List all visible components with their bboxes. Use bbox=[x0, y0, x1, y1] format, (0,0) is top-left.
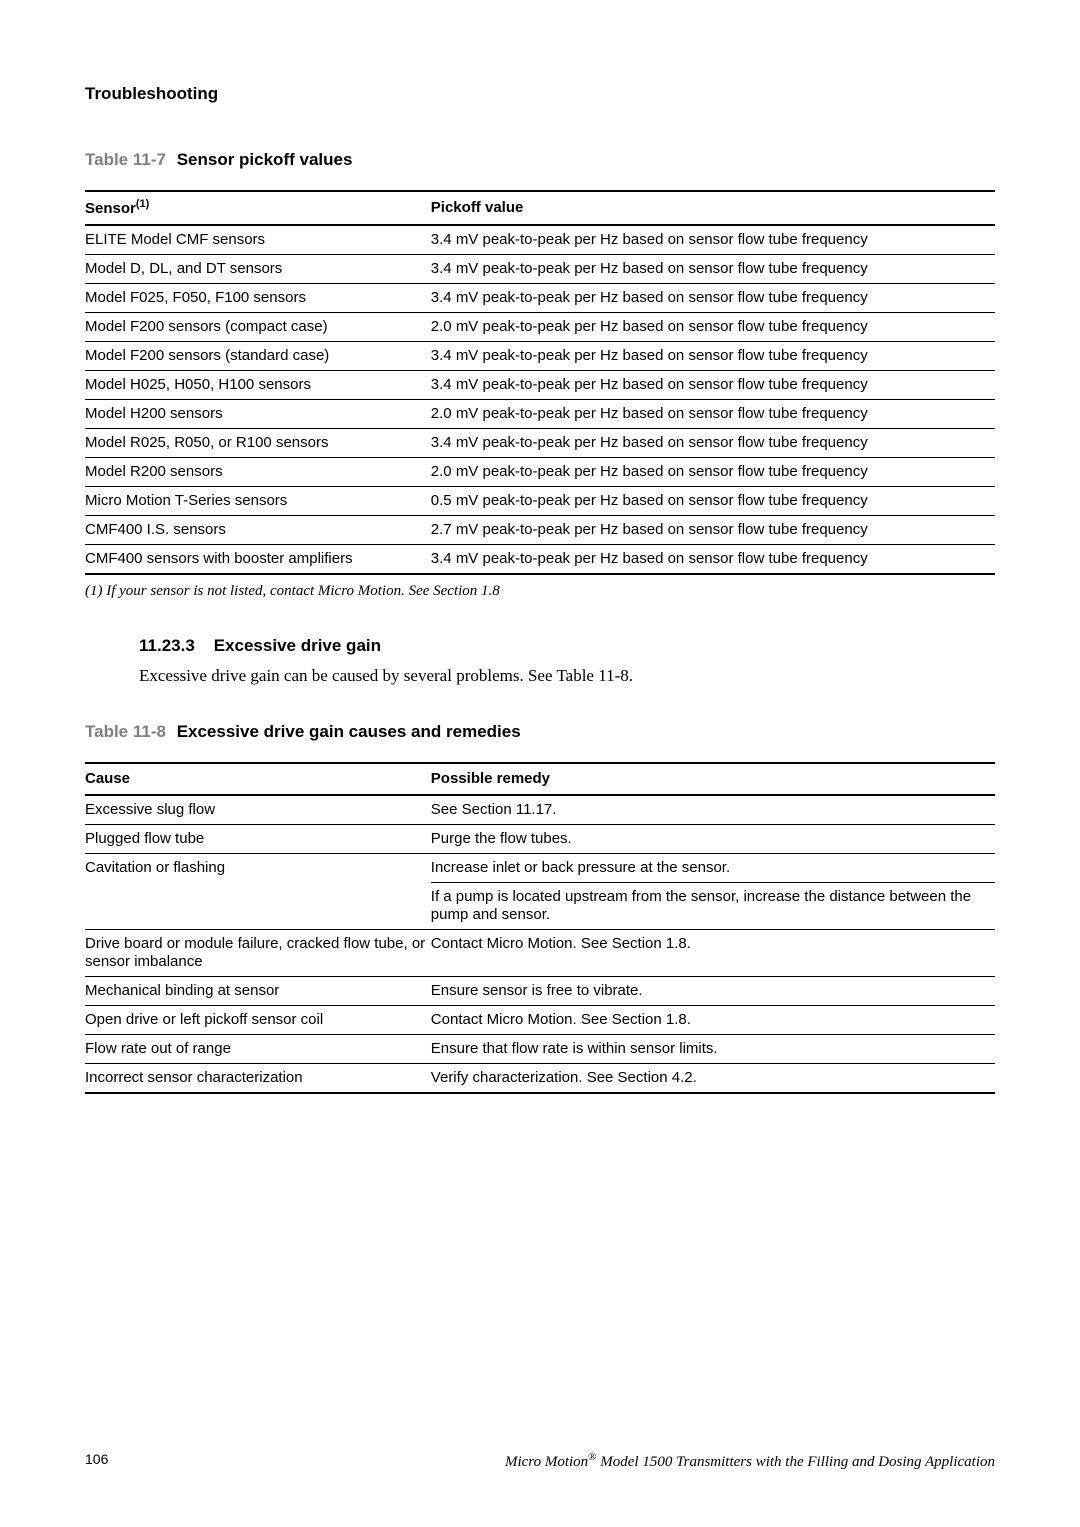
table-7-col2-header: Pickoff value bbox=[431, 191, 995, 225]
pickoff-cell: 2.0 mV peak-to-peak per Hz based on sens… bbox=[431, 313, 995, 342]
sensor-cell: Model R200 sensors bbox=[85, 458, 431, 487]
sensor-cell: CMF400 I.S. sensors bbox=[85, 516, 431, 545]
subsection-heading: 11.23.3 Excessive drive gain bbox=[139, 636, 995, 656]
table-7-footnote: (1) If your sensor is not listed, contac… bbox=[85, 583, 995, 600]
cause-cell: Incorrect sensor characterization bbox=[85, 1064, 431, 1094]
sensor-cell: Model D, DL, and DT sensors bbox=[85, 255, 431, 284]
table-row: Model D, DL, and DT sensors3.4 mV peak-t… bbox=[85, 255, 995, 284]
table-8-caption-prefix: Table 11-8 bbox=[85, 722, 166, 741]
cause-cell: Cavitation or flashing bbox=[85, 854, 431, 930]
remedy-cell: Ensure sensor is free to vibrate. bbox=[431, 977, 995, 1006]
sensor-cell: Model F200 sensors (compact case) bbox=[85, 313, 431, 342]
page-number: 106 bbox=[85, 1451, 108, 1467]
cause-cell: Drive board or module failure, cracked f… bbox=[85, 930, 431, 977]
table-row: Model H025, H050, H100 sensors3.4 mV pea… bbox=[85, 371, 995, 400]
sensor-cell: ELITE Model CMF sensors bbox=[85, 225, 431, 255]
sensor-cell: Model F200 sensors (standard case) bbox=[85, 342, 431, 371]
table-row: Model F025, F050, F100 sensors3.4 mV pea… bbox=[85, 284, 995, 313]
remedy-cell: Purge the flow tubes. bbox=[431, 825, 995, 854]
subsection-body: Excessive drive gain can be caused by se… bbox=[139, 666, 995, 686]
remedy-cell: Verify characterization. See Section 4.2… bbox=[431, 1064, 995, 1094]
table-row: Drive board or module failure, cracked f… bbox=[85, 930, 995, 977]
cause-cell: Plugged flow tube bbox=[85, 825, 431, 854]
table-7-caption-title: Sensor pickoff values bbox=[177, 150, 353, 169]
sensor-cell: Micro Motion T-Series sensors bbox=[85, 487, 431, 516]
table-7-col1-sup: (1) bbox=[136, 198, 149, 210]
pickoff-cell: 2.7 mV peak-to-peak per Hz based on sens… bbox=[431, 516, 995, 545]
footer-title: Micro Motion® Model 1500 Transmitters wi… bbox=[505, 1451, 995, 1471]
page-footer: 106 Micro Motion® Model 1500 Transmitter… bbox=[85, 1451, 995, 1471]
table-7-col1-label: Sensor bbox=[85, 200, 136, 217]
cause-cell: Flow rate out of range bbox=[85, 1035, 431, 1064]
table-row: Micro Motion T-Series sensors0.5 mV peak… bbox=[85, 487, 995, 516]
remedy-cell: If a pump is located upstream from the s… bbox=[431, 883, 995, 930]
table-row: Model R025, R050, or R100 sensors3.4 mV … bbox=[85, 429, 995, 458]
table-row: Model F200 sensors (standard case)3.4 mV… bbox=[85, 342, 995, 371]
remedy-cell: Contact Micro Motion. See Section 1.8. bbox=[431, 1006, 995, 1035]
cause-cell: Open drive or left pickoff sensor coil bbox=[85, 1006, 431, 1035]
table-8: Cause Possible remedy Excessive slug flo… bbox=[85, 762, 995, 1094]
subsection-title: Excessive drive gain bbox=[214, 636, 381, 655]
remedy-cell: Contact Micro Motion. See Section 1.8. bbox=[431, 930, 995, 977]
pickoff-cell: 3.4 mV peak-to-peak per Hz based on sens… bbox=[431, 545, 995, 575]
table-row: Incorrect sensor characterizationVerify … bbox=[85, 1064, 995, 1094]
table-row: Excessive slug flowSee Section 11.17. bbox=[85, 795, 995, 825]
remedy-cell: See Section 11.17. bbox=[431, 795, 995, 825]
pickoff-cell: 3.4 mV peak-to-peak per Hz based on sens… bbox=[431, 255, 995, 284]
table-row: CMF400 sensors with booster amplifiers3.… bbox=[85, 545, 995, 575]
table-row: ELITE Model CMF sensors3.4 mV peak-to-pe… bbox=[85, 225, 995, 255]
sensor-cell: Model H025, H050, H100 sensors bbox=[85, 371, 431, 400]
footer-title-sup: ® bbox=[588, 1451, 596, 1463]
pickoff-cell: 3.4 mV peak-to-peak per Hz based on sens… bbox=[431, 371, 995, 400]
table-row: Model F200 sensors (compact case)2.0 mV … bbox=[85, 313, 995, 342]
pickoff-cell: 3.4 mV peak-to-peak per Hz based on sens… bbox=[431, 284, 995, 313]
pickoff-cell: 2.0 mV peak-to-peak per Hz based on sens… bbox=[431, 400, 995, 429]
subsection-number: 11.23.3 bbox=[139, 636, 209, 656]
pickoff-cell: 2.0 mV peak-to-peak per Hz based on sens… bbox=[431, 458, 995, 487]
cause-cell: Mechanical binding at sensor bbox=[85, 977, 431, 1006]
table-8-caption-title: Excessive drive gain causes and remedies bbox=[177, 722, 521, 741]
pickoff-cell: 0.5 mV peak-to-peak per Hz based on sens… bbox=[431, 487, 995, 516]
table-8-col1-header: Cause bbox=[85, 763, 431, 795]
table-row: Flow rate out of rangeEnsure that flow r… bbox=[85, 1035, 995, 1064]
sensor-cell: Model R025, R050, or R100 sensors bbox=[85, 429, 431, 458]
running-head: Troubleshooting bbox=[85, 84, 995, 104]
subsection-11-23-3: 11.23.3 Excessive drive gain Excessive d… bbox=[139, 636, 995, 686]
table-row: Model R200 sensors2.0 mV peak-to-peak pe… bbox=[85, 458, 995, 487]
table-row: Mechanical binding at sensorEnsure senso… bbox=[85, 977, 995, 1006]
table-8-caption: Table 11-8 Excessive drive gain causes a… bbox=[85, 722, 995, 742]
pickoff-cell: 3.4 mV peak-to-peak per Hz based on sens… bbox=[431, 342, 995, 371]
footer-title-prefix: Micro Motion bbox=[505, 1454, 588, 1470]
pickoff-cell: 3.4 mV peak-to-peak per Hz based on sens… bbox=[431, 225, 995, 255]
table-row: Cavitation or flashingIncrease inlet or … bbox=[85, 854, 995, 883]
sensor-cell: Model F025, F050, F100 sensors bbox=[85, 284, 431, 313]
table-7: Sensor(1) Pickoff value ELITE Model CMF … bbox=[85, 190, 995, 575]
table-7-col1-header: Sensor(1) bbox=[85, 191, 431, 225]
table-row: CMF400 I.S. sensors2.7 mV peak-to-peak p… bbox=[85, 516, 995, 545]
pickoff-cell: 3.4 mV peak-to-peak per Hz based on sens… bbox=[431, 429, 995, 458]
cause-cell: Excessive slug flow bbox=[85, 795, 431, 825]
table-7-caption: Table 11-7 Sensor pickoff values bbox=[85, 150, 995, 170]
table-8-col2-header: Possible remedy bbox=[431, 763, 995, 795]
table-row: Model H200 sensors2.0 mV peak-to-peak pe… bbox=[85, 400, 995, 429]
footer-title-rest: Model 1500 Transmitters with the Filling… bbox=[597, 1454, 995, 1470]
table-7-caption-prefix: Table 11-7 bbox=[85, 150, 166, 169]
table-row: Plugged flow tubePurge the flow tubes. bbox=[85, 825, 995, 854]
sensor-cell: Model H200 sensors bbox=[85, 400, 431, 429]
document-page: Troubleshooting Table 11-7 Sensor pickof… bbox=[0, 0, 1080, 1527]
table-row: Open drive or left pickoff sensor coilCo… bbox=[85, 1006, 995, 1035]
remedy-cell: Increase inlet or back pressure at the s… bbox=[431, 854, 995, 883]
remedy-cell: Ensure that flow rate is within sensor l… bbox=[431, 1035, 995, 1064]
sensor-cell: CMF400 sensors with booster amplifiers bbox=[85, 545, 431, 575]
